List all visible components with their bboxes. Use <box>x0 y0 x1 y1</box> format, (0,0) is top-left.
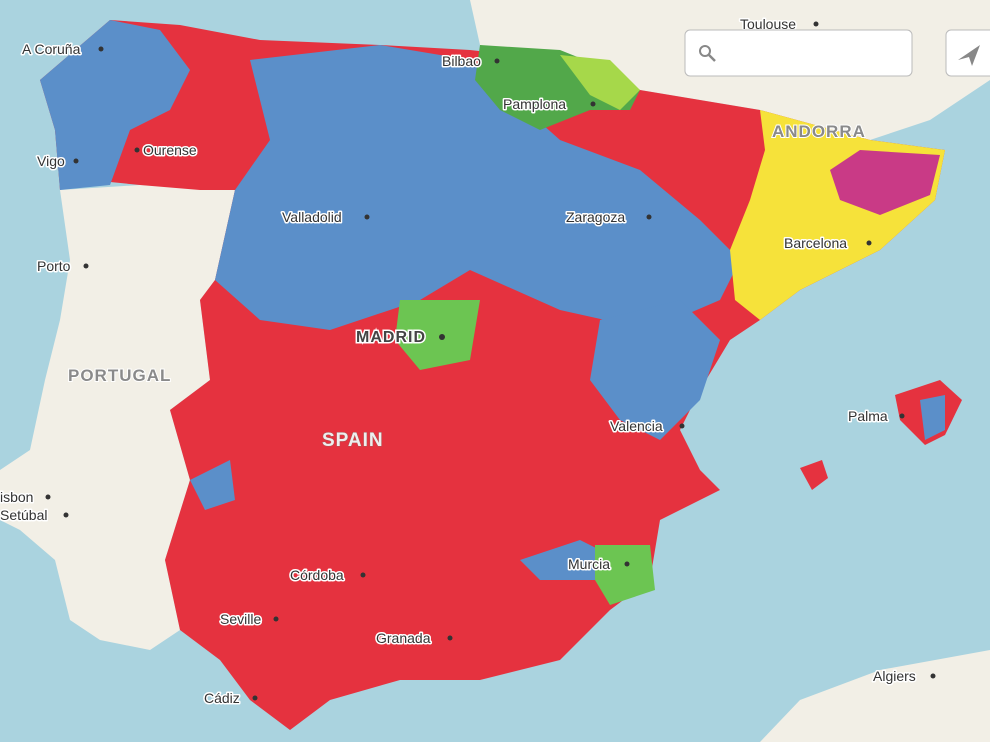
island <box>800 460 828 490</box>
city-label: Granada <box>376 630 431 646</box>
city-label: Palma <box>848 408 888 424</box>
search-box[interactable] <box>684 29 913 77</box>
search-icon <box>699 45 711 57</box>
city-label: Algiers <box>873 668 916 684</box>
city-dots <box>45 21 936 701</box>
region <box>40 20 190 190</box>
city-label: A Coruña <box>22 41 81 57</box>
city-label: Vigo <box>37 153 65 169</box>
region <box>830 150 940 215</box>
portugal <box>0 185 235 650</box>
city-label: Valladolid <box>282 209 342 225</box>
city-label: Setúbal <box>0 507 47 523</box>
country-label: SPAIN <box>322 430 384 451</box>
region <box>590 300 720 440</box>
search-icon <box>708 54 716 62</box>
city-label: Toulouse <box>740 16 796 32</box>
country-label: PORTUGAL <box>68 366 171 385</box>
search-input[interactable] <box>684 29 913 77</box>
city-label: Seville <box>220 611 261 627</box>
region <box>190 460 235 510</box>
region <box>595 545 655 605</box>
city-label: Bilbao <box>442 53 481 69</box>
capital-label: MADRID <box>356 329 426 346</box>
city-label: isbon <box>0 489 33 505</box>
locate-button-bg[interactable] <box>945 29 990 77</box>
city-label: Porto <box>37 258 71 274</box>
africa <box>760 650 990 742</box>
city-label: Pamplona <box>503 96 566 112</box>
country-label: ANDORRA <box>772 122 866 141</box>
city-label: Cádiz <box>204 690 240 706</box>
locate-button[interactable] <box>945 29 990 77</box>
region <box>560 55 640 110</box>
city-label: Zaragoza <box>566 209 625 225</box>
locate-icon <box>958 45 980 66</box>
labels: Toulouse A Coruña Bilbao Pamplona Ourens… <box>0 15 917 708</box>
city-label: Córdoba <box>290 567 344 583</box>
city-label: Valencia <box>610 418 663 434</box>
region <box>215 45 740 330</box>
city-label: Barcelona <box>784 235 847 251</box>
city-label: Ourense <box>143 142 197 158</box>
city-label: Murcia <box>568 556 610 572</box>
island <box>920 395 945 440</box>
region <box>395 300 480 370</box>
